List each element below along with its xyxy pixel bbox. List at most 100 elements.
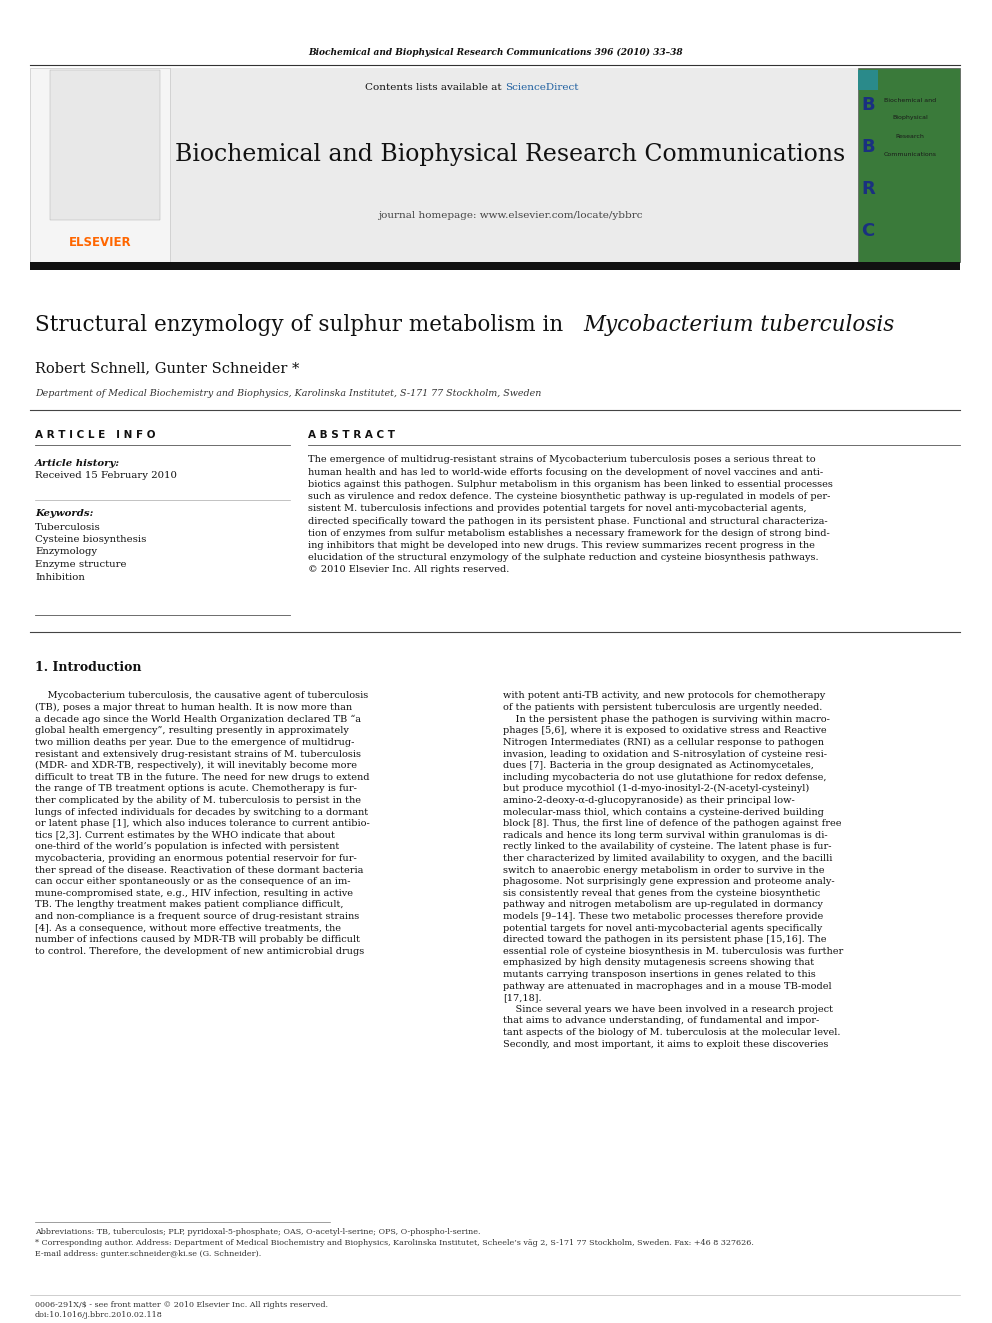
- Text: tics [2,3]. Current estimates by the WHO indicate that about: tics [2,3]. Current estimates by the WHO…: [35, 831, 335, 840]
- Text: ther characterized by limited availability to oxygen, and the bacilli: ther characterized by limited availabili…: [503, 853, 832, 863]
- Text: amino-2-deoxy-α-d-glucopyranoside) as their principal low-: amino-2-deoxy-α-d-glucopyranoside) as th…: [503, 796, 795, 804]
- Text: E-mail address: gunter.schneider@ki.se (G. Schneider).: E-mail address: gunter.schneider@ki.se (…: [35, 1250, 261, 1258]
- Text: pathway are attenuated in macrophages and in a mouse TB-model: pathway are attenuated in macrophages an…: [503, 982, 831, 991]
- Text: difficult to treat TB in the future. The need for new drugs to extend: difficult to treat TB in the future. The…: [35, 773, 369, 782]
- Text: journal homepage: www.elsevier.com/locate/ybbrc: journal homepage: www.elsevier.com/locat…: [378, 210, 642, 220]
- Text: Enzymology: Enzymology: [35, 548, 97, 557]
- Text: Enzyme structure: Enzyme structure: [35, 560, 127, 569]
- Text: 1. Introduction: 1. Introduction: [35, 662, 142, 675]
- Text: phagosome. Not surprisingly gene expression and proteome analy-: phagosome. Not surprisingly gene express…: [503, 877, 834, 886]
- Text: Robert Schnell, Gunter Schneider *: Robert Schnell, Gunter Schneider *: [35, 361, 300, 374]
- Text: A R T I C L E   I N F O: A R T I C L E I N F O: [35, 430, 156, 441]
- Text: (TB), poses a major threat to human health. It is now more than: (TB), poses a major threat to human heal…: [35, 703, 352, 712]
- Text: Biochemical and: Biochemical and: [884, 98, 936, 102]
- Text: Biochemical and Biophysical Research Communications: Biochemical and Biophysical Research Com…: [175, 143, 845, 167]
- Text: molecular-mass thiol, which contains a cysteine-derived building: molecular-mass thiol, which contains a c…: [503, 807, 824, 816]
- Text: The emergence of multidrug-resistant strains of Mycobacterium tuberculosis poses: The emergence of multidrug-resistant str…: [308, 455, 815, 464]
- Text: Biochemical and Biophysical Research Communications 396 (2010) 33–38: Biochemical and Biophysical Research Com…: [309, 48, 683, 57]
- Text: Communications: Communications: [884, 152, 936, 156]
- Text: a decade ago since the World Health Organization declared TB “a: a decade ago since the World Health Orga…: [35, 714, 361, 724]
- Text: Mycobacterium tuberculosis: Mycobacterium tuberculosis: [583, 314, 895, 336]
- Text: C: C: [861, 222, 875, 239]
- Text: ScienceDirect: ScienceDirect: [505, 83, 578, 93]
- Text: * Corresponding author. Address: Department of Medical Biochemistry and Biophysi: * Corresponding author. Address: Departm…: [35, 1240, 754, 1248]
- Text: Research: Research: [896, 134, 925, 139]
- Text: potential targets for novel anti-mycobacterial agents specifically: potential targets for novel anti-mycobac…: [503, 923, 822, 933]
- Text: Since several years we have been involved in a research project: Since several years we have been involve…: [503, 1004, 833, 1013]
- Text: TB. The lengthy treatment makes patient compliance difficult,: TB. The lengthy treatment makes patient …: [35, 900, 343, 909]
- Text: pathway and nitrogen metabolism are up-regulated in dormancy: pathway and nitrogen metabolism are up-r…: [503, 900, 823, 909]
- Text: B: B: [861, 138, 875, 156]
- Text: [17,18].: [17,18].: [503, 994, 542, 1002]
- Bar: [858, 70, 878, 90]
- Text: Structural enzymology of sulphur metabolism in: Structural enzymology of sulphur metabol…: [35, 314, 570, 336]
- Text: but produce mycothiol (1-d-myo-inosityl-2-(N-acetyl-cysteinyl): but produce mycothiol (1-d-myo-inosityl-…: [503, 785, 809, 794]
- Text: directed specifically toward the pathogen in its persistent phase. Functional an: directed specifically toward the pathoge…: [308, 516, 827, 525]
- Text: R: R: [861, 180, 875, 198]
- Text: two million deaths per year. Due to the emergence of multidrug-: two million deaths per year. Due to the …: [35, 738, 354, 747]
- Text: tion of enzymes from sulfur metabolism establishes a necessary framework for the: tion of enzymes from sulfur metabolism e…: [308, 529, 829, 537]
- Text: © 2010 Elsevier Inc. All rights reserved.: © 2010 Elsevier Inc. All rights reserved…: [308, 565, 509, 574]
- Text: invasion, leading to oxidation and S-nitrosylation of cysteine resi-: invasion, leading to oxidation and S-nit…: [503, 750, 827, 758]
- Text: phages [5,6], where it is exposed to oxidative stress and Reactive: phages [5,6], where it is exposed to oxi…: [503, 726, 826, 736]
- Text: including mycobacteria do not use glutathione for redox defense,: including mycobacteria do not use glutat…: [503, 773, 826, 782]
- Text: ther spread of the disease. Reactivation of these dormant bacteria: ther spread of the disease. Reactivation…: [35, 865, 363, 875]
- Text: models [9–14]. These two metabolic processes therefore provide: models [9–14]. These two metabolic proce…: [503, 912, 823, 921]
- Text: ther complicated by the ability of M. tuberculosis to persist in the: ther complicated by the ability of M. tu…: [35, 796, 361, 804]
- Text: In the persistent phase the pathogen is surviving within macro-: In the persistent phase the pathogen is …: [503, 714, 830, 724]
- Text: mune-compromised state, e.g., HIV infection, resulting in active: mune-compromised state, e.g., HIV infect…: [35, 889, 353, 898]
- Text: lungs of infected individuals for decades by switching to a dormant: lungs of infected individuals for decade…: [35, 807, 368, 816]
- Text: [4]. As a consequence, without more effective treatments, the: [4]. As a consequence, without more effe…: [35, 923, 341, 933]
- Text: mycobacteria, providing an enormous potential reservoir for fur-: mycobacteria, providing an enormous pote…: [35, 853, 357, 863]
- Text: Keywords:: Keywords:: [35, 509, 93, 519]
- Text: Abbreviations: TB, tuberculosis; PLP, pyridoxal-5-phosphate; OAS, O-acetyl-l-ser: Abbreviations: TB, tuberculosis; PLP, py…: [35, 1228, 480, 1236]
- Text: 0006-291X/$ - see front matter © 2010 Elsevier Inc. All rights reserved.: 0006-291X/$ - see front matter © 2010 El…: [35, 1301, 328, 1308]
- Text: doi:10.1016/j.bbrc.2010.02.118: doi:10.1016/j.bbrc.2010.02.118: [35, 1311, 163, 1319]
- Bar: [170, 67, 858, 262]
- Text: Article history:: Article history:: [35, 459, 120, 467]
- Text: B: B: [861, 97, 875, 114]
- Text: one-third of the world’s population is infected with persistent: one-third of the world’s population is i…: [35, 843, 339, 851]
- Bar: [30, 262, 960, 270]
- Text: emphasized by high density mutagenesis screens showing that: emphasized by high density mutagenesis s…: [503, 958, 814, 967]
- Text: elucidation of the structural enzymology of the sulphate reduction and cysteine : elucidation of the structural enzymology…: [308, 553, 818, 562]
- Text: Inhibition: Inhibition: [35, 573, 85, 582]
- Text: Received 15 February 2010: Received 15 February 2010: [35, 471, 177, 480]
- Text: sis consistently reveal that genes from the cysteine biosynthetic: sis consistently reveal that genes from …: [503, 889, 820, 898]
- Text: A B S T R A C T: A B S T R A C T: [308, 430, 395, 441]
- Text: resistant and extensively drug-resistant strains of M. tuberculosis: resistant and extensively drug-resistant…: [35, 750, 361, 758]
- Text: Cysteine biosynthesis: Cysteine biosynthesis: [35, 534, 147, 544]
- Text: ing inhibitors that might be developed into new drugs. This review summarizes re: ing inhibitors that might be developed i…: [308, 541, 814, 550]
- Text: Biophysical: Biophysical: [892, 115, 928, 120]
- Text: sistent M. tuberculosis infections and provides potential targets for novel anti: sistent M. tuberculosis infections and p…: [308, 504, 806, 513]
- Text: of the patients with persistent tuberculosis are urgently needed.: of the patients with persistent tubercul…: [503, 703, 822, 712]
- Text: global health emergency”, resulting presently in approximately: global health emergency”, resulting pres…: [35, 726, 349, 736]
- Text: Contents lists available at: Contents lists available at: [365, 83, 505, 93]
- Text: ELSEVIER: ELSEVIER: [68, 237, 131, 250]
- Text: switch to anaerobic energy metabolism in order to survive in the: switch to anaerobic energy metabolism in…: [503, 865, 824, 875]
- Text: Tuberculosis: Tuberculosis: [35, 523, 101, 532]
- Text: or latent phase [1], which also induces tolerance to current antibio-: or latent phase [1], which also induces …: [35, 819, 370, 828]
- Bar: [30, 67, 170, 262]
- Text: essential role of cysteine biosynthesis in M. tuberculosis was further: essential role of cysteine biosynthesis …: [503, 947, 843, 955]
- Text: dues [7]. Bacteria in the group designated as Actinomycetales,: dues [7]. Bacteria in the group designat…: [503, 761, 813, 770]
- Text: human health and has led to world-wide efforts focusing on the development of no: human health and has led to world-wide e…: [308, 468, 823, 476]
- Text: with potent anti-TB activity, and new protocols for chemotherapy: with potent anti-TB activity, and new pr…: [503, 692, 825, 700]
- Text: tant aspects of the biology of M. tuberculosis at the molecular level.: tant aspects of the biology of M. tuberc…: [503, 1028, 840, 1037]
- Bar: [50, 70, 160, 220]
- Text: mutants carrying transposon insertions in genes related to this: mutants carrying transposon insertions i…: [503, 970, 815, 979]
- Text: to control. Therefore, the development of new antimicrobial drugs: to control. Therefore, the development o…: [35, 947, 364, 955]
- Text: that aims to advance understanding, of fundamental and impor-: that aims to advance understanding, of f…: [503, 1016, 819, 1025]
- Text: Mycobacterium tuberculosis, the causative agent of tuberculosis: Mycobacterium tuberculosis, the causativ…: [35, 692, 368, 700]
- Text: radicals and hence its long term survival within granulomas is di-: radicals and hence its long term surviva…: [503, 831, 827, 840]
- Text: Secondly, and most important, it aims to exploit these discoveries: Secondly, and most important, it aims to…: [503, 1040, 828, 1049]
- Text: directed toward the pathogen in its persistent phase [15,16]. The: directed toward the pathogen in its pers…: [503, 935, 826, 945]
- Text: block [8]. Thus, the first line of defence of the pathogen against free: block [8]. Thus, the first line of defen…: [503, 819, 841, 828]
- Text: and non-compliance is a frequent source of drug-resistant strains: and non-compliance is a frequent source …: [35, 912, 359, 921]
- Text: Department of Medical Biochemistry and Biophysics, Karolinska Institutet, S-171 : Department of Medical Biochemistry and B…: [35, 389, 542, 397]
- Text: such as virulence and redox defence. The cysteine biosynthetic pathway is up-reg: such as virulence and redox defence. The…: [308, 492, 830, 501]
- Text: biotics against this pathogen. Sulphur metabolism in this organism has been link: biotics against this pathogen. Sulphur m…: [308, 480, 833, 490]
- Text: rectly linked to the availability of cysteine. The latent phase is fur-: rectly linked to the availability of cys…: [503, 843, 831, 851]
- Text: number of infections caused by MDR-TB will probably be difficult: number of infections caused by MDR-TB wi…: [35, 935, 360, 945]
- Bar: [858, 67, 960, 262]
